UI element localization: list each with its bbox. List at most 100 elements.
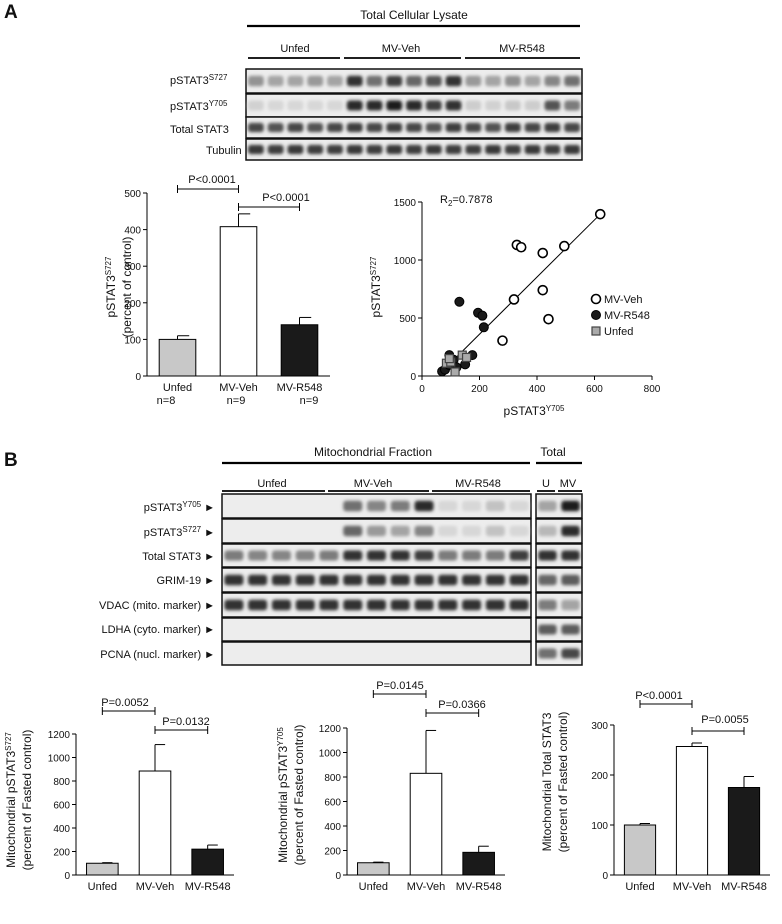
- blot-b-row-label-1: pSTAT3Y705 ►: [144, 500, 215, 514]
- y-tick-label: 300: [591, 721, 608, 732]
- blot-a-row-label-3: Total STAT3: [170, 124, 229, 136]
- bar-chart-b3: Mitochondrial Total STAT3 (percent of Fa…: [540, 690, 770, 893]
- blot-b-row-label-3: Total STAT3 ►: [142, 551, 215, 563]
- blot-b-total-strip-4: [535, 567, 583, 593]
- blot-b-header-total: Total: [540, 445, 565, 459]
- blot-b-row-label-7: PCNA (nucl. marker) ►: [100, 649, 215, 661]
- blot-b-strip-6: [221, 617, 532, 642]
- x-tick-label: Unfed: [88, 881, 117, 893]
- scatter-chart-a: R2=0.7878 pSTAT3Y705 pSTAT3S727 0 200 400 6…: [369, 194, 661, 418]
- blot-a: Total Cellular Lysate Unfed MV-Veh MV-R5…: [170, 8, 583, 161]
- blot-b-total-strip-1: [535, 493, 583, 519]
- bar-b3-ylabel-line2: (percent of Fasted control): [556, 712, 570, 853]
- blot-a-strip-1: [245, 68, 583, 94]
- bar-a-ylabel: pSTAT3S727: [104, 256, 118, 317]
- bar-mv-veh: [138, 770, 172, 876]
- y-tick-label: 500: [399, 314, 416, 325]
- y-tick-label: 1000: [394, 256, 417, 267]
- point-mv-veh: [515, 241, 527, 253]
- x-tick-label: Unfed: [163, 382, 192, 394]
- point-mv-veh: [537, 247, 549, 259]
- blot-a-row-label-1: pSTAT3S727: [170, 73, 228, 87]
- legend-label-mv-r548: MV-R548: [604, 310, 650, 322]
- bar-a-n-mv-r548: n=9: [300, 395, 319, 407]
- x-tick-label: MV-Veh: [219, 382, 258, 394]
- x-tick-label: Unfed: [625, 881, 654, 893]
- y-tick-label: 600: [324, 798, 341, 809]
- bar-chart-b2: Mitochondrial pSTAT3Y705 (percent of Fas…: [276, 680, 505, 893]
- y-tick-label: 300: [124, 262, 141, 273]
- y-tick-label: 1200: [48, 730, 71, 741]
- blot-b-total-strip-3: [535, 543, 583, 568]
- blot-b-header: Mitochondrial Fraction: [314, 445, 432, 459]
- bar-b3-sig-2: P=0.0055: [701, 714, 748, 726]
- bar-a-n-mv-veh: n=9: [227, 395, 246, 407]
- bar-a-sig-1: P<0.0001: [188, 174, 235, 186]
- blot-b-row-label-4: GRIM-19 ►: [156, 575, 215, 587]
- blot-b-group-mv-r548: MV-R548: [455, 478, 501, 490]
- blot-b-strip-7: [221, 641, 532, 666]
- bar-a-sig-2: P<0.0001: [262, 192, 309, 204]
- bar-b3-ylabel: Mitochondrial Total STAT3: [540, 712, 554, 851]
- point-mv-veh: [543, 313, 554, 325]
- y-tick-label: 400: [53, 824, 70, 835]
- blot-b-row-label-5: VDAC (mito. marker) ►: [99, 600, 215, 612]
- blot-a-strip-3: [245, 116, 583, 139]
- blot-b: Mitochondrial Fraction Total Unfed MV-Ve…: [99, 445, 583, 666]
- bar-unfed: [623, 824, 657, 876]
- legend-marker-mv-r548: [591, 310, 601, 320]
- bar-b1-ylabel: Mitochondrial pSTAT3S727: [4, 732, 18, 868]
- blot-b-lane-u: U: [542, 478, 550, 490]
- x-tick-label: MV-R548: [721, 881, 767, 893]
- y-tick-label: 0: [64, 871, 70, 882]
- point-mv-veh: [594, 208, 606, 220]
- y-tick-label: 400: [124, 226, 141, 237]
- y-tick-label: 100: [124, 335, 141, 346]
- bar-a-n-unfed: n=8: [157, 395, 176, 407]
- y-tick-label: 1000: [48, 754, 71, 765]
- bar-unfed: [158, 338, 197, 377]
- bar-b1-ylabel-line2: (percent of Fasted control): [20, 730, 34, 871]
- bar-b1-sig-2: P=0.0132: [162, 716, 209, 728]
- y-tick-label: 0: [335, 871, 341, 882]
- x-tick-label: 400: [529, 384, 546, 395]
- blot-b-group-unfed: Unfed: [257, 478, 286, 490]
- x-tick-label: 600: [586, 384, 603, 395]
- bar-b2-ylabel: Mitochondrial pSTAT3Y705: [276, 727, 290, 863]
- point-mv-r548: [454, 296, 465, 307]
- blot-a-strips: [245, 68, 583, 161]
- blot-b-strip-5: [221, 592, 532, 618]
- scatter-a-r2: R2=0.7878: [440, 194, 492, 208]
- point-mv-veh: [497, 335, 508, 346]
- bar-mv-veh: [219, 226, 258, 377]
- x-tick-label: MV-Veh: [673, 881, 712, 893]
- scatter-a-ylabel: pSTAT3S727: [369, 256, 383, 317]
- blot-b-group-mv-veh: MV-Veh: [354, 478, 393, 490]
- y-tick-label: 0: [602, 871, 608, 882]
- y-tick-label: 0: [410, 372, 416, 383]
- blot-a-group-mv-veh: MV-Veh: [382, 43, 421, 55]
- bar-mv-r548: [280, 324, 319, 377]
- x-tick-label: MV-Veh: [136, 881, 175, 893]
- blot-a-row-label-2: pSTAT3Y705: [170, 99, 228, 113]
- x-tick-label: Unfed: [359, 881, 388, 893]
- blot-a-group-unfed: Unfed: [280, 43, 309, 55]
- x-tick-label: 200: [471, 384, 488, 395]
- legend-label-mv-veh: MV-Veh: [604, 294, 643, 306]
- blot-b-total-strip-5: [535, 592, 583, 618]
- y-tick-label: 200: [324, 847, 341, 858]
- blot-b-total-strip-2: [535, 518, 583, 544]
- x-tick-label: 800: [644, 384, 661, 395]
- legend-label-unfed: Unfed: [604, 326, 633, 338]
- blot-b-strips: [221, 493, 583, 666]
- y-tick-label: 100: [591, 821, 608, 832]
- legend-marker-mv-veh: [590, 293, 602, 305]
- bar-mv-veh: [675, 746, 709, 876]
- x-tick-label: MV-R548: [277, 382, 323, 394]
- bar-b2-sig-1: P=0.0145: [376, 680, 423, 692]
- blot-a-strip-2: [245, 93, 583, 118]
- bar-mv-r548: [462, 851, 495, 876]
- bar-a-ylabel-line2: (percent of control): [120, 237, 134, 338]
- legend-marker-unfed: [591, 326, 601, 336]
